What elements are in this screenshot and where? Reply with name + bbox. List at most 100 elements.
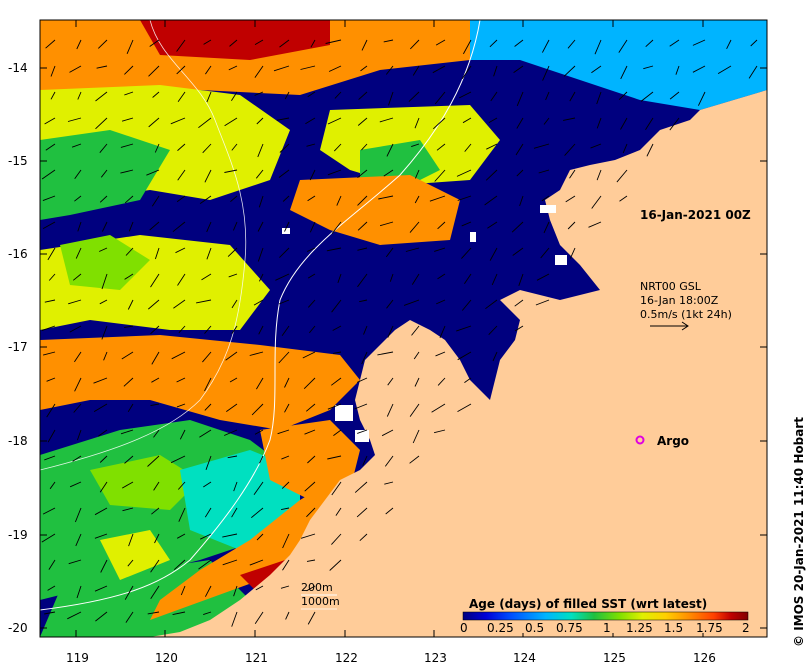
current-arrow xyxy=(206,247,212,260)
current-arrow xyxy=(726,39,732,50)
current-arrow xyxy=(44,455,56,461)
current-arrow xyxy=(72,455,82,462)
current-arrow xyxy=(146,169,160,176)
current-arrow xyxy=(122,507,134,512)
current-arrow xyxy=(229,377,238,383)
current-arrow xyxy=(202,143,212,154)
current-arrow xyxy=(128,533,134,547)
lat-tick-label: -15 xyxy=(8,154,28,168)
current-arrow xyxy=(99,455,108,463)
current-arrow xyxy=(224,169,238,173)
current-arrow xyxy=(47,585,56,591)
current-arrow xyxy=(596,169,602,181)
current-arrow xyxy=(259,455,264,464)
current-arrow xyxy=(379,221,394,227)
colorbar-tick: 1 xyxy=(603,621,611,635)
current-arrow xyxy=(124,585,134,600)
current-arrow xyxy=(490,91,498,102)
current-arrow xyxy=(199,195,212,204)
current-arrows xyxy=(41,39,758,627)
current-arrow xyxy=(464,377,472,383)
current-arrow xyxy=(69,65,82,73)
current-arrow xyxy=(437,377,446,386)
current-arrow xyxy=(178,325,186,334)
current-arrow xyxy=(333,351,342,354)
current-arrow xyxy=(251,507,264,519)
current-arrow xyxy=(594,39,602,55)
current-arrow xyxy=(96,65,108,69)
current-arrow xyxy=(519,195,524,207)
current-arrow xyxy=(333,143,342,152)
current-arrow xyxy=(357,169,368,179)
current-arrow xyxy=(306,247,316,252)
current-arrow xyxy=(258,273,264,282)
current-arrow xyxy=(484,195,498,206)
current-arrow xyxy=(127,559,134,567)
current-arrow xyxy=(126,39,134,54)
current-arrow xyxy=(94,507,108,516)
current-arrow xyxy=(42,195,56,202)
colorbar: Age (days) of filled SST (wrt latest) 0 … xyxy=(455,595,760,635)
current-arrow xyxy=(74,195,82,202)
current-arrow xyxy=(203,39,212,45)
current-arrow xyxy=(620,65,628,80)
current-arrow xyxy=(408,91,420,102)
current-arrow xyxy=(488,325,498,336)
current-arrow xyxy=(48,559,56,570)
current-arrow xyxy=(127,299,134,310)
current-arrow xyxy=(147,611,160,615)
current-arrow xyxy=(256,533,264,541)
current-arrow xyxy=(565,195,576,203)
argo-float-marker[interactable] xyxy=(635,435,645,445)
current-arrow xyxy=(646,143,654,157)
current-arrow xyxy=(198,117,212,129)
current-arrow xyxy=(120,169,134,174)
current-arrow xyxy=(307,299,316,308)
colorbar-tick: 0.25 xyxy=(487,621,514,635)
current-arrow xyxy=(254,429,264,435)
current-arrow xyxy=(277,429,290,435)
current-arrow xyxy=(229,39,238,47)
current-arrow xyxy=(414,169,420,179)
current-arrow xyxy=(121,481,134,489)
current-arrow xyxy=(273,65,290,72)
current-arrow xyxy=(153,429,160,438)
current-arrow xyxy=(377,351,394,356)
current-arrow xyxy=(202,351,212,363)
current-arrow xyxy=(256,377,264,390)
current-legend: NRT00 GSL 16-Jan 18:00Z 0.5m/s (1kt 24h) xyxy=(640,280,732,331)
current-arrow xyxy=(335,507,342,516)
isobath-1000m-label: 1000m xyxy=(301,595,340,608)
current-arrow xyxy=(669,91,680,100)
current-arrow xyxy=(284,403,290,413)
current-arrow xyxy=(457,351,472,361)
current-arrow xyxy=(228,65,238,71)
current-arrow xyxy=(149,221,160,231)
current-arrow xyxy=(148,117,160,128)
current-arrow xyxy=(334,91,342,99)
current-arrow xyxy=(403,299,420,306)
current-arrow xyxy=(541,195,550,202)
current-arrow xyxy=(307,455,316,464)
current-arrow xyxy=(198,559,212,570)
current-arrow xyxy=(543,117,550,125)
current-arrow xyxy=(98,429,108,437)
colorbar-gradient xyxy=(462,611,749,621)
current-arrow xyxy=(356,507,368,518)
current-arrow xyxy=(258,195,264,208)
current-arrow xyxy=(432,65,446,74)
current-arrow xyxy=(75,533,82,547)
current-arrow xyxy=(533,143,550,149)
current-arrow xyxy=(200,533,212,540)
current-arrow xyxy=(357,273,368,288)
current-arrow xyxy=(378,195,394,200)
current-arrow xyxy=(302,351,316,359)
current-arrow xyxy=(150,559,160,573)
current-arrow xyxy=(203,611,212,616)
current-arrow xyxy=(227,455,238,459)
current-arrow xyxy=(256,117,264,125)
current-arrow xyxy=(254,39,264,45)
current-arrow xyxy=(411,325,420,336)
current-arrow xyxy=(42,221,56,229)
current-arrow xyxy=(154,533,160,544)
